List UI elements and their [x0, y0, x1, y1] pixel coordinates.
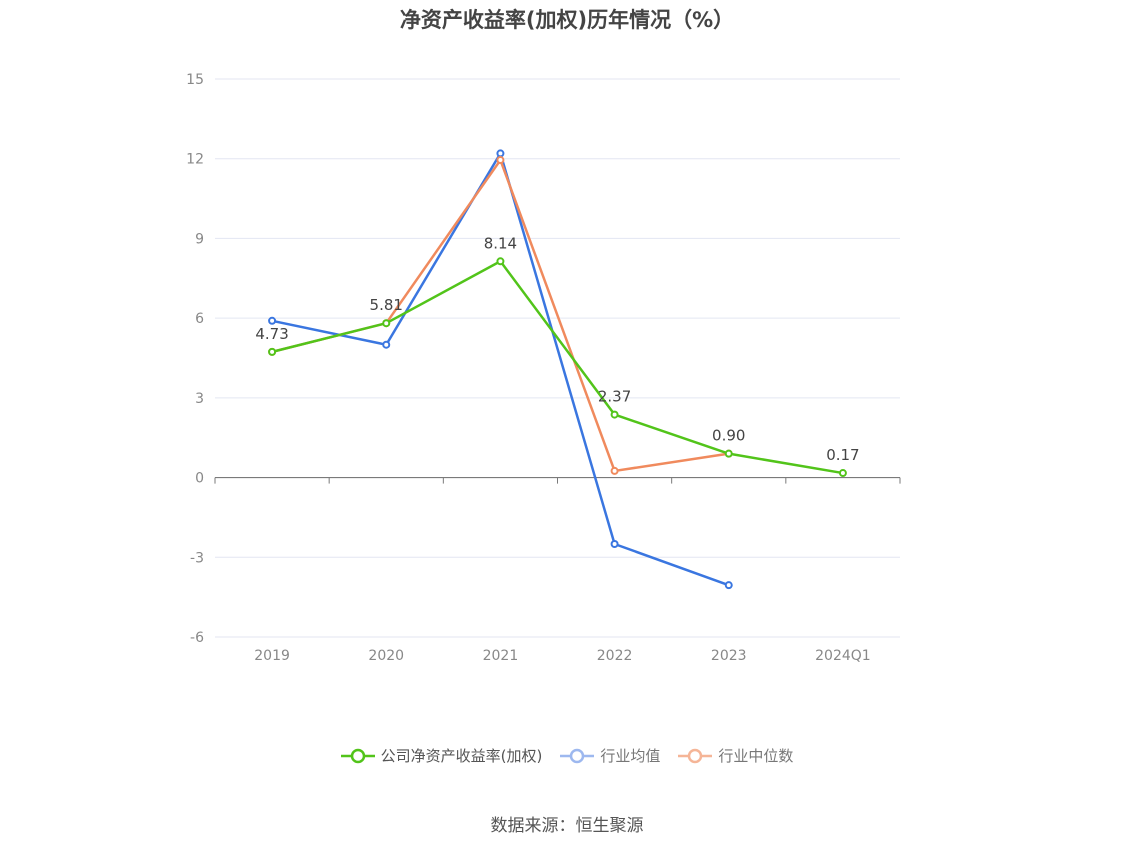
x-tick-label: 2024Q1	[815, 648, 871, 664]
series-line-1	[271, 152, 730, 587]
data-point-0	[610, 410, 619, 419]
data-label: 0.17	[826, 446, 859, 464]
data-point-1	[724, 581, 733, 590]
data-point-0	[724, 449, 733, 458]
y-tick-label: 12	[186, 152, 204, 168]
data-point-2	[610, 466, 619, 475]
data-point-2	[496, 156, 505, 165]
data-label: 8.14	[484, 234, 517, 252]
data-point-0	[382, 319, 391, 328]
x-tick-label: 2023	[711, 648, 747, 664]
legend-label-company: 公司净资产收益率(加权)	[380, 747, 543, 765]
data-source: 数据来源：恒生聚源	[490, 816, 644, 836]
chart-title: 净资产收益率(加权)历年情况（%）	[399, 8, 735, 32]
y-tick-label: 9	[195, 231, 204, 247]
legend-marker-industry-avg	[560, 748, 595, 763]
legend-item-industry-median[interactable]: 行业中位数	[678, 745, 793, 766]
data-label: 5.81	[370, 296, 403, 314]
legend-item-industry-avg[interactable]: 行业均值	[560, 745, 660, 766]
legend-item-company[interactable]: 公司净资产收益率(加权)	[340, 745, 543, 766]
y-tick-label: 0	[195, 471, 204, 487]
data-label: 4.73	[255, 325, 288, 343]
data-point-1	[610, 540, 619, 548]
x-tick-label: 2022	[597, 648, 633, 664]
legend: 公司净资产收益率(加权) 行业均值 行业中位数	[0, 745, 1134, 766]
series-line-0	[271, 260, 844, 475]
data-point-0	[268, 347, 277, 356]
y-tick-label: 3	[195, 391, 204, 407]
series-lines	[268, 149, 847, 590]
y-tick-label: -3	[190, 550, 204, 566]
data-point-0	[496, 257, 505, 266]
data-point-0	[838, 469, 847, 478]
data-labels: 4.73 5.81 8.14 2.37 0.90 0.17	[255, 234, 859, 464]
series-line-2	[271, 158, 729, 473]
data-label: 0.90	[712, 427, 745, 445]
data-point-1	[268, 316, 277, 325]
legend-marker-company	[340, 748, 375, 763]
y-tick-label: 6	[195, 311, 204, 327]
data-point-1	[382, 340, 391, 349]
x-tick-label: 2021	[483, 648, 519, 664]
x-tick-label: 2020	[368, 648, 404, 664]
y-tick-label: -6	[190, 630, 204, 646]
grid	[215, 78, 900, 638]
data-point-1	[496, 149, 505, 158]
x-tick-label: 2019	[254, 648, 290, 664]
legend-label-industry-avg: 行业均值	[600, 747, 661, 765]
y-tick-label: 15	[186, 72, 204, 88]
data-label: 2.37	[598, 388, 631, 406]
legend-marker-industry-median	[678, 748, 713, 763]
axes: -6 -3 0 3 6 9 12 15 2019 2020 2021 2022 2023 2024Q1	[186, 72, 901, 664]
legend-label-industry-median: 行业中位数	[718, 747, 794, 765]
